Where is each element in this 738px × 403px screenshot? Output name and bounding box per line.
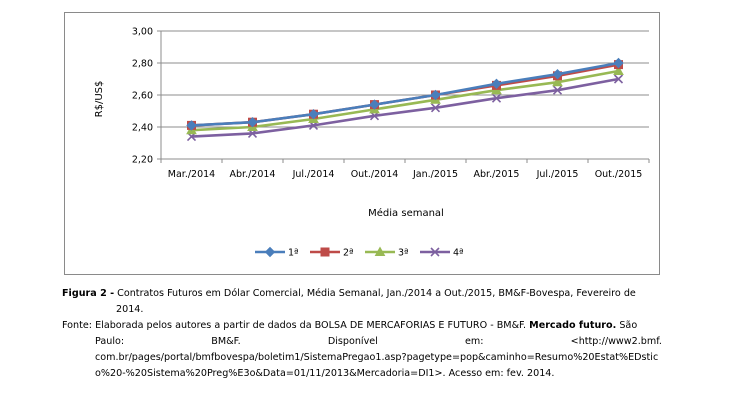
line-chart: 3,00 2,80 2,60 2,40 2,20 Mar./2014 Abr./2014 Ju… [94, 27, 650, 259]
source-title: Mercado futuro. [529, 320, 617, 331]
x-tick-label: Jul./2014 [292, 169, 335, 180]
data-point [247, 116, 258, 128]
data-point [613, 57, 624, 69]
data-point [430, 89, 441, 101]
series-line [191, 69, 619, 132]
data-point [552, 85, 563, 95]
data-point [369, 99, 380, 110]
source-text-2: São [619, 320, 638, 331]
series-line [191, 61, 619, 127]
source-label: Fonte: [62, 320, 93, 331]
x-tick-label: Abr./2014 [230, 169, 276, 180]
y-tick-label: 2,40 [132, 123, 153, 134]
x-tick-label: Out./2015 [595, 169, 643, 180]
legend-label: 2ª [343, 248, 354, 259]
x-tick-label: Mar./2014 [168, 169, 215, 180]
x-tick-label: Abr./2015 [474, 169, 520, 180]
data-point [430, 103, 441, 113]
data-point [186, 120, 197, 131]
x-tick-label: Out./2014 [351, 169, 399, 180]
figure-text: Contratos Futuros em Dólar Comercial, Mé… [117, 288, 636, 299]
data-point [491, 78, 502, 90]
legend-marker [430, 247, 440, 257]
legend-label: 3ª [398, 248, 409, 259]
y-tick-label: 3,00 [132, 27, 153, 38]
y-tick-label: 2,60 [132, 91, 153, 102]
source-word: Paulo: [95, 336, 125, 347]
x-axis-title: Média semanal [368, 207, 444, 219]
source-url-start[interactable]: <http://www2.bmf. [570, 336, 662, 347]
data-point [613, 74, 624, 84]
legend-marker [264, 246, 276, 258]
source-url-line[interactable]: com.br/pages/portal/bmfbovespa/boletim1/… [95, 352, 659, 363]
source-url-line-end: o%20-%20Sistema%20Preg%E3o&Data=01/11/20… [95, 368, 555, 379]
series-line [191, 77, 619, 138]
legend-label: 4ª [453, 248, 464, 259]
data-point [308, 108, 319, 120]
x-tick-label: Jan./2015 [412, 169, 458, 180]
chart-frame: 3,00 2,80 2,60 2,40 2,20 Mar./2014 Abr./2014 Ju… [64, 12, 660, 275]
figure-label: Figura 2 - [62, 288, 115, 299]
data-point [552, 76, 563, 87]
data-point [552, 68, 563, 80]
x-tick-label: Jul./2015 [536, 169, 579, 180]
data-point [613, 65, 624, 75]
source-word: em: [465, 336, 484, 347]
source-text: Elaborada pelos autores a partir de dado… [95, 320, 527, 331]
figure-caption: Figura 2 - Contratos Futuros em Dólar Co… [62, 286, 662, 318]
y-tick-label: 2,80 [132, 59, 153, 70]
y-axis-title: R$/US$ [94, 81, 105, 118]
legend-marker [374, 246, 386, 256]
legend-marker [320, 247, 330, 257]
source-word: Disponível [327, 336, 378, 347]
source-note: Fonte: Elaborada pelos autores a partir … [62, 318, 662, 382]
source-line-2: Paulo: BM&F. Disponível em: <http://www2… [62, 334, 662, 350]
source-word: BM&F. [211, 336, 241, 347]
legend-label: 1ª [288, 248, 299, 259]
figure-text-cont: 2014. [116, 304, 144, 315]
data-point [491, 93, 502, 103]
y-tick-label: 2,20 [132, 155, 153, 166]
